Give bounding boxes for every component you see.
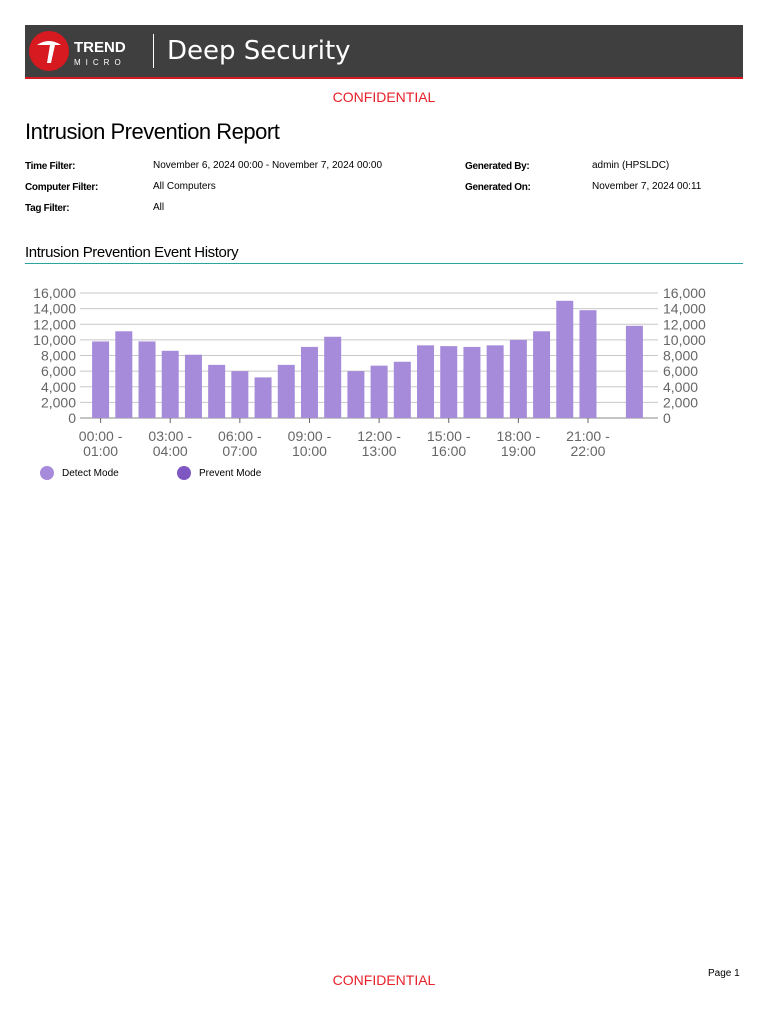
section-title: Intrusion Prevention Event History [25,244,239,261]
y-tick-label: 14,000 [33,301,76,317]
bar [254,377,272,418]
x-tick-label: 06:00 - 07:00 [218,428,262,459]
legend-label: Prevent Mode [199,468,262,479]
y-tick-label: 2,000 [41,394,76,410]
meta-label: Generated On: [465,182,531,193]
bar [324,336,342,418]
logo: TREND MICRO [29,31,126,71]
legend-label: Detect Mode [62,468,119,479]
bar [231,371,249,418]
x-tick-label: 03:00 - 04:00 [148,428,193,459]
product-name: Deep Security [167,36,351,66]
bar [486,345,504,418]
bar [277,364,295,418]
page-number: Page 1 [708,968,740,979]
y-tick-label: 6,000 [41,363,76,379]
x-tick-label: 09:00 - 10:00 [287,428,332,459]
y-tick-label: 8,000 [41,348,76,364]
y2-tick-label: 12,000 [663,316,706,332]
meta-value: November 7, 2024 00:11 [592,181,702,192]
y-tick-label: 0 [68,410,76,426]
meta-value: All Computers [153,181,216,192]
bar [393,361,411,418]
brand-bottom: MICRO [74,58,126,67]
y-tick-label: 10,000 [33,332,76,348]
bar [533,331,551,418]
y2-tick-label: 8,000 [663,348,698,364]
bar [161,350,179,418]
legend-swatch [40,466,54,480]
bar [370,365,388,418]
bar [347,371,365,418]
section-rule [25,263,743,264]
bar [556,300,574,418]
bar [625,325,643,418]
y-tick-label: 12,000 [33,316,76,332]
x-tick-label: 21:00 - 22:00 [566,428,610,459]
bar [579,310,597,418]
meta-label: Time Filter: [25,161,76,172]
brand-top: TREND [74,39,126,56]
y2-tick-label: 6,000 [663,363,698,379]
x-tick-label: 12:00 - 13:00 [357,428,401,459]
meta-label: Generated By: [465,161,530,172]
bar [417,345,435,418]
y-tick-label: 4,000 [41,379,76,395]
bar [440,346,458,418]
meta-value: November 6, 2024 00:00 - November 7, 202… [153,160,383,171]
meta-label: Tag Filter: [25,203,70,214]
report-title: Intrusion Prevention Report [25,119,280,144]
divider [153,34,154,68]
y2-tick-label: 0 [663,410,671,426]
y2-tick-label: 2,000 [663,394,698,410]
y2-tick-label: 14,000 [663,301,706,317]
bar [509,339,527,418]
y2-tick-label: 16,000 [663,285,706,301]
chart: 02,0004,0006,0008,00010,00012,00014,0001… [33,285,706,480]
y-tick-label: 16,000 [33,285,76,301]
x-tick-label: 18:00 - 19:00 [496,428,541,459]
confidential: CONFIDENTIAL [332,972,436,988]
confidential: CONFIDENTIAL [332,89,436,105]
y2-tick-label: 4,000 [663,379,698,395]
bar [300,346,318,418]
y2-tick-label: 10,000 [663,332,706,348]
bar [92,341,110,418]
bar [208,364,226,418]
bar [138,341,156,418]
legend-swatch [177,466,191,480]
bar [184,354,202,418]
header-bar: TREND MICRO Deep Security [25,25,743,79]
x-tick-label: 00:00 - 01:00 [78,428,123,459]
x-tick-label: 15:00 - 16:00 [426,428,471,459]
bar [115,331,133,418]
meta-value: admin (HPSLDC) [592,160,670,171]
meta-value: All [153,202,165,213]
bar [463,346,481,418]
meta-label: Computer Filter: [25,182,98,193]
